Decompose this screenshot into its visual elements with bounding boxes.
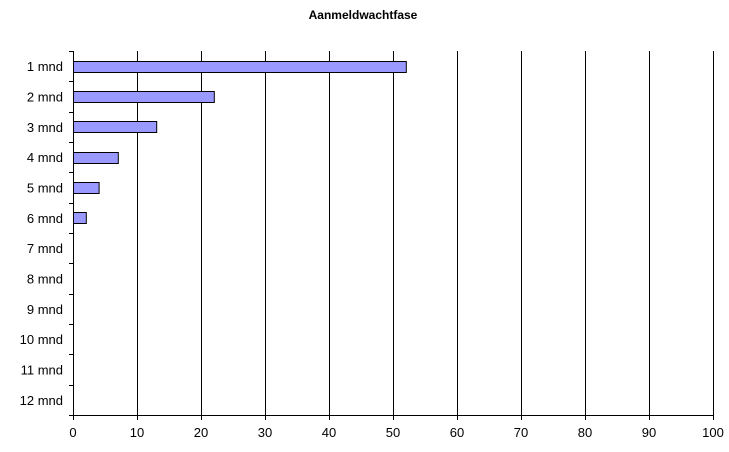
y-tick-label: 2 mnd [27,90,63,105]
y-tick-label: 6 mnd [27,211,63,226]
bar [73,182,100,194]
bar [73,61,407,73]
x-tick-label: 50 [386,425,400,440]
x-tick-label: 100 [702,425,724,440]
x-tick-label: 80 [578,425,592,440]
chart-title: Aanmeldwachtfase [309,8,418,22]
y-tick-label: 8 mnd [27,272,63,287]
x-tick-label: 90 [642,425,656,440]
y-tick-label: 4 mnd [27,150,63,165]
label-layer: 1 mnd 2 mnd 3 mnd 4 mnd 5 mnd 6 mnd 7 mnd 8 mnd… [20,59,724,440]
bar-layer [73,61,407,224]
x-tick-label: 30 [258,425,272,440]
y-tick-label: 9 mnd [27,302,63,317]
axis-layer [69,51,714,420]
x-tick-label: 20 [194,425,208,440]
x-tick-label: 0 [69,425,76,440]
y-tick-label: 12 mnd [20,393,63,408]
y-tick-label: 10 mnd [20,332,63,347]
x-tick-label: 10 [130,425,144,440]
x-tick-label: 60 [450,425,464,440]
y-tick-label: 11 mnd [21,363,63,378]
y-tick-label: 7 mnd [27,241,63,256]
y-tick-label: 5 mnd [27,181,63,196]
x-tick-label: 70 [514,425,528,440]
y-tick-label: 1 mnd [27,59,63,74]
bar [73,91,215,103]
grid-layer [137,51,714,415]
x-tick-label: 40 [322,425,336,440]
bar [73,121,158,133]
bar [73,152,119,164]
bar [73,212,87,224]
y-tick-label: 3 mnd [27,120,63,135]
